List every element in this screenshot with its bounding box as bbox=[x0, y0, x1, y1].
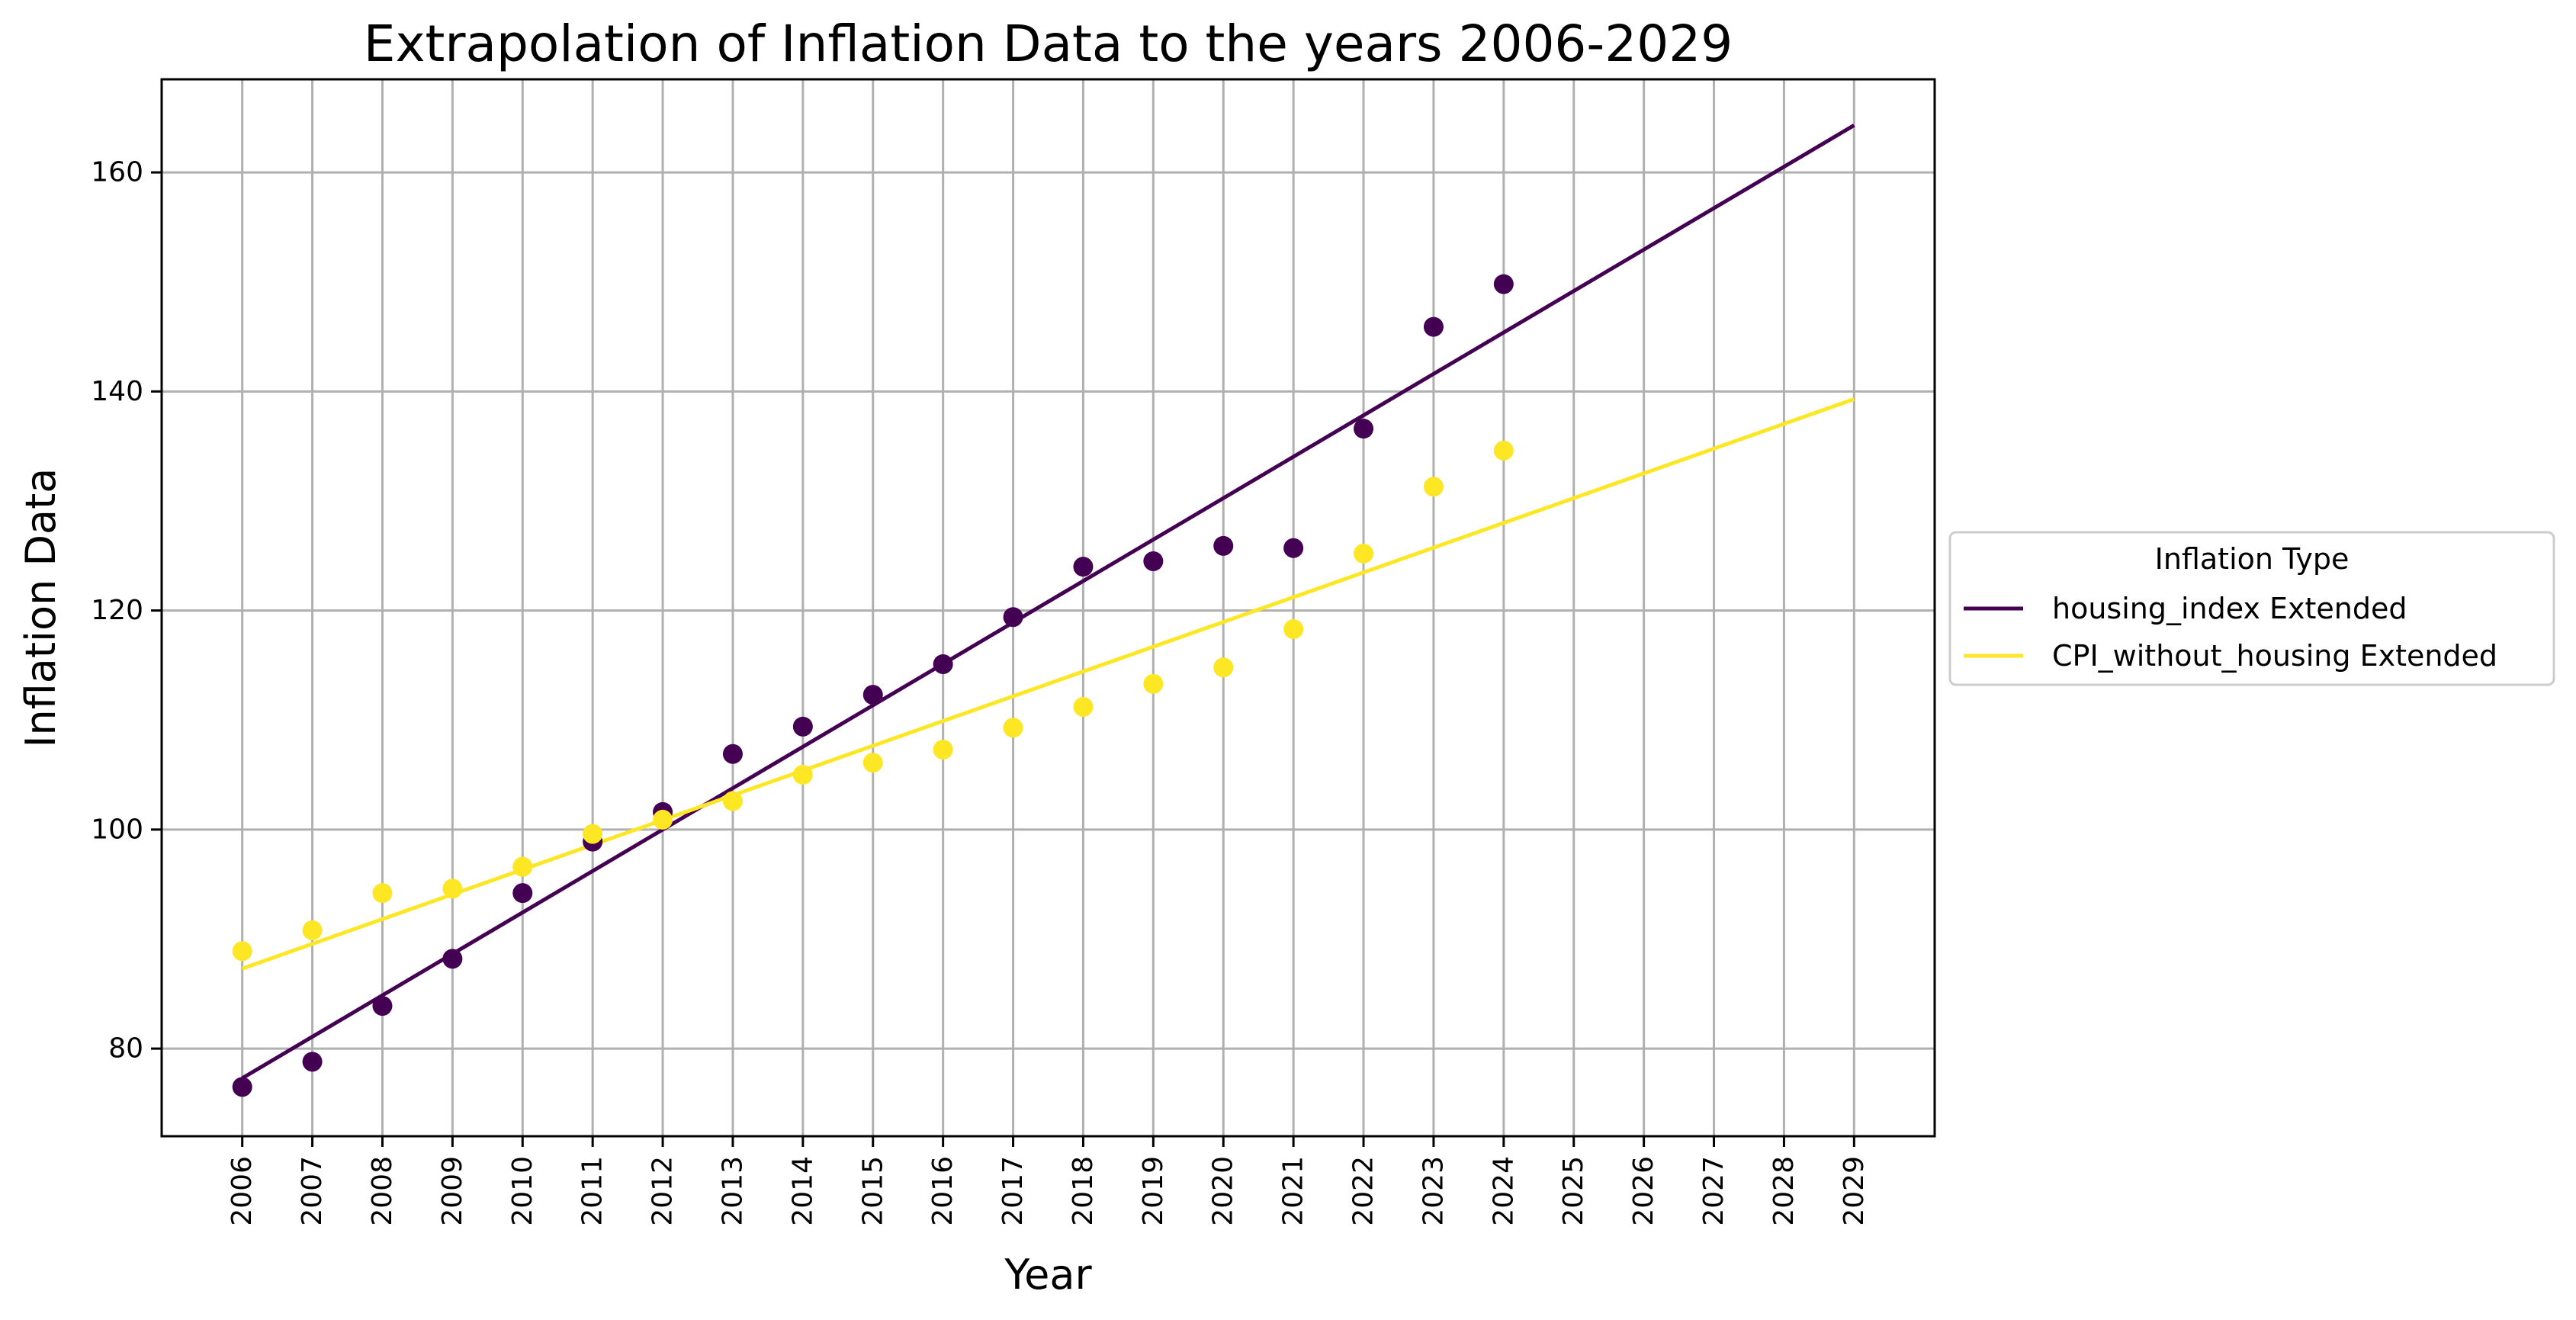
data-point bbox=[512, 856, 533, 877]
data-point bbox=[1493, 274, 1514, 294]
data-point bbox=[722, 791, 743, 811]
x-tick-label: 2026 bbox=[1628, 1156, 1659, 1226]
x-tick-label: 2021 bbox=[1278, 1156, 1309, 1226]
legend-label: housing_index Extended bbox=[2052, 592, 2407, 625]
data-point bbox=[1003, 718, 1023, 738]
series-1-points bbox=[232, 274, 1514, 1097]
data-point bbox=[1354, 543, 1374, 564]
data-point bbox=[1283, 619, 1304, 640]
x-tick-label: 2014 bbox=[787, 1156, 818, 1226]
data-point bbox=[512, 883, 533, 904]
data-point bbox=[1003, 607, 1023, 628]
data-point bbox=[1354, 419, 1374, 439]
x-tick-label: 2013 bbox=[717, 1156, 748, 1226]
y-axis-label: Inflation Data bbox=[17, 468, 65, 748]
x-tick-label: 2018 bbox=[1068, 1156, 1099, 1226]
data-point bbox=[1073, 557, 1094, 577]
x-tick-label: 2016 bbox=[927, 1156, 959, 1226]
y-tick-label: 140 bbox=[91, 376, 143, 407]
data-point bbox=[1143, 551, 1164, 571]
data-point bbox=[933, 654, 953, 674]
data-point bbox=[372, 883, 393, 904]
data-point bbox=[792, 716, 813, 737]
data-point bbox=[372, 996, 393, 1016]
data-point bbox=[1423, 316, 1444, 337]
data-point bbox=[1283, 538, 1304, 558]
x-tick-label: 2023 bbox=[1418, 1156, 1449, 1226]
x-tick-label: 2025 bbox=[1558, 1156, 1589, 1226]
x-tick-label: 2008 bbox=[367, 1156, 398, 1226]
x-tick-label: 2029 bbox=[1839, 1156, 1870, 1226]
data-point bbox=[442, 878, 463, 899]
data-point bbox=[442, 949, 463, 969]
data-point bbox=[302, 920, 323, 940]
data-point bbox=[862, 753, 883, 773]
series-2-points bbox=[232, 440, 1514, 962]
legend-item: housing_index Extended bbox=[1964, 592, 2407, 625]
data-point bbox=[1213, 657, 1234, 678]
data-point bbox=[792, 765, 813, 785]
data-point bbox=[933, 739, 953, 760]
data-point bbox=[1143, 673, 1164, 694]
x-tick-label: 2012 bbox=[647, 1156, 679, 1226]
data-point bbox=[232, 941, 252, 962]
data-point bbox=[302, 1052, 323, 1072]
data-point bbox=[1493, 440, 1514, 461]
data-point bbox=[1073, 696, 1094, 717]
data-point bbox=[1423, 477, 1444, 497]
trend-line bbox=[241, 124, 1855, 1081]
y-tick-label: 120 bbox=[91, 595, 143, 626]
data-point bbox=[1213, 535, 1234, 556]
y-tick-label: 80 bbox=[108, 1033, 143, 1065]
x-tick-label: 2006 bbox=[226, 1156, 258, 1226]
legend-title: Inflation Type bbox=[2155, 542, 2350, 576]
x-tick-label: 2011 bbox=[577, 1156, 609, 1226]
data-point bbox=[722, 744, 743, 764]
x-tick-label: 2015 bbox=[857, 1156, 888, 1226]
plot-area-frame bbox=[160, 78, 1936, 1138]
series-1 bbox=[241, 124, 1855, 1081]
x-axis-label: Year bbox=[1004, 1251, 1092, 1299]
legend-item: CPI_without_housing Extended bbox=[1964, 639, 2497, 673]
x-tick-label: 2007 bbox=[297, 1156, 328, 1226]
y-tick-label: 160 bbox=[91, 157, 143, 188]
legend-label: CPI_without_housing Extended bbox=[2052, 639, 2497, 673]
x-tick-label: 2010 bbox=[507, 1156, 538, 1226]
axis-ticks: 2006 2007 2008 2009 2010 2011 2012 2013 2014 2015… bbox=[91, 157, 1870, 1226]
data-point bbox=[653, 809, 673, 830]
data-point bbox=[232, 1077, 252, 1097]
series-layer bbox=[232, 124, 1855, 1097]
x-tick-label: 2024 bbox=[1488, 1156, 1519, 1226]
y-tick-label: 100 bbox=[91, 814, 143, 845]
grid bbox=[162, 79, 1935, 1136]
data-point bbox=[583, 824, 603, 844]
data-point bbox=[862, 685, 883, 705]
x-tick-label: 2027 bbox=[1698, 1156, 1730, 1226]
x-tick-label: 2028 bbox=[1768, 1156, 1800, 1226]
x-tick-label: 2022 bbox=[1348, 1156, 1380, 1226]
chart-title: Extrapolation of Inflation Data to the y… bbox=[364, 14, 1733, 73]
x-tick-label: 2019 bbox=[1138, 1156, 1169, 1226]
legend-items: housing_index Extended CPI_without_housin… bbox=[1964, 592, 2497, 673]
x-tick-label: 2020 bbox=[1208, 1156, 1239, 1226]
x-tick-label: 2009 bbox=[437, 1156, 468, 1226]
legend: Inflation Type housing_index Extended CPI… bbox=[1948, 531, 2555, 686]
trend-line bbox=[241, 397, 1855, 971]
legend-box bbox=[1948, 531, 2555, 686]
series-2 bbox=[241, 397, 1855, 971]
x-tick-label: 2017 bbox=[997, 1156, 1029, 1226]
